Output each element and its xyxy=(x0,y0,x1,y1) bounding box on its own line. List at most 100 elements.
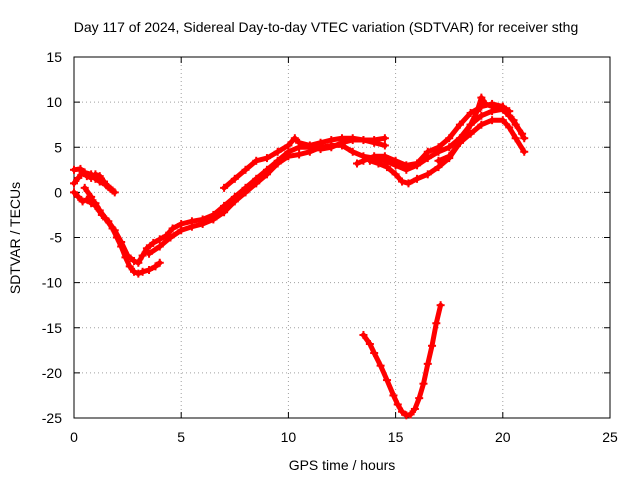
data-point xyxy=(273,159,282,168)
data-point xyxy=(87,173,96,182)
data-point xyxy=(338,141,346,150)
data-point xyxy=(477,93,486,102)
series-8-trace xyxy=(436,117,527,164)
data-point xyxy=(74,173,83,182)
data-point xyxy=(365,156,374,165)
data-point xyxy=(82,195,91,204)
data-point xyxy=(511,134,520,143)
grid-lines xyxy=(74,57,610,418)
y-tick-label: -25 xyxy=(42,410,62,426)
data-point xyxy=(376,361,385,370)
data-point xyxy=(284,152,293,161)
y-tick-label: 5 xyxy=(54,139,62,155)
data-point xyxy=(473,107,482,116)
y-tick-label: 0 xyxy=(54,184,62,200)
data-point xyxy=(423,147,432,156)
data-point xyxy=(305,141,314,150)
data-point xyxy=(365,339,374,348)
data-point xyxy=(290,134,299,143)
data-point xyxy=(123,251,132,260)
data-point xyxy=(252,156,261,165)
data-point xyxy=(398,177,407,186)
y-tick-label: -15 xyxy=(42,320,62,336)
data-point xyxy=(434,143,443,152)
x-tick-labels: 0 5 10 15 20 25 xyxy=(70,429,618,445)
data-point xyxy=(295,150,304,159)
data-point xyxy=(145,265,154,274)
data-point xyxy=(108,186,117,195)
data-point xyxy=(155,235,164,244)
data-point xyxy=(168,224,177,233)
data-point xyxy=(398,407,407,416)
data-point xyxy=(95,172,104,181)
data-point xyxy=(520,147,529,156)
data-point xyxy=(436,301,445,310)
data-point xyxy=(91,170,100,179)
x-tick-label: 20 xyxy=(495,429,511,445)
data-point xyxy=(134,269,143,278)
data-point xyxy=(87,192,96,201)
series-1-trace xyxy=(71,170,116,194)
data-point xyxy=(209,215,218,224)
data-point xyxy=(391,156,400,165)
data-point xyxy=(477,120,486,129)
data-point xyxy=(380,152,389,161)
y-tick-label: -20 xyxy=(42,365,62,381)
data-point xyxy=(402,161,411,170)
data-point xyxy=(142,244,151,253)
data-point xyxy=(348,134,357,143)
data-point xyxy=(166,233,175,242)
data-point xyxy=(145,249,154,258)
data-point xyxy=(393,400,402,409)
x-axis-label: GPS time / hours xyxy=(289,457,396,473)
data-point xyxy=(155,242,164,251)
data-point xyxy=(455,120,464,129)
data-point xyxy=(445,134,454,143)
y-axis-label: SDTVAR / TECUs xyxy=(7,182,23,294)
data-series xyxy=(70,93,529,420)
y-tick-label: -5 xyxy=(50,230,63,246)
data-point xyxy=(503,108,512,117)
data-point xyxy=(110,226,119,235)
data-point xyxy=(138,267,147,276)
data-point xyxy=(151,262,160,271)
data-point xyxy=(415,394,424,403)
data-point xyxy=(488,102,497,111)
data-point xyxy=(80,183,89,192)
y-tick-label: 15 xyxy=(46,49,62,65)
data-point xyxy=(187,222,196,231)
data-point xyxy=(374,159,383,168)
data-point xyxy=(220,183,229,192)
data-point xyxy=(117,238,126,247)
data-point xyxy=(488,116,497,125)
data-point xyxy=(466,120,475,129)
data-point xyxy=(70,179,78,188)
data-point xyxy=(149,238,158,247)
data-point xyxy=(380,141,389,150)
data-point xyxy=(477,111,486,120)
data-point xyxy=(316,138,325,147)
data-point xyxy=(97,210,106,219)
data-point xyxy=(230,174,239,183)
x-tick-label: 0 xyxy=(70,429,78,445)
data-point xyxy=(406,410,415,419)
data-point xyxy=(262,170,271,179)
data-point xyxy=(380,134,389,143)
data-point xyxy=(383,376,392,385)
data-point xyxy=(130,267,139,276)
data-point xyxy=(370,152,379,161)
data-point xyxy=(445,152,454,161)
data-point xyxy=(419,379,428,388)
data-point xyxy=(413,174,422,183)
data-point xyxy=(391,170,400,179)
data-point xyxy=(404,179,413,188)
data-point xyxy=(252,179,261,188)
data-point xyxy=(284,141,293,150)
data-point xyxy=(241,165,250,174)
data-point xyxy=(498,116,507,125)
data-point xyxy=(220,208,229,217)
data-point xyxy=(273,147,282,156)
data-point xyxy=(130,256,139,265)
data-point xyxy=(370,349,379,358)
data-point xyxy=(505,123,514,132)
